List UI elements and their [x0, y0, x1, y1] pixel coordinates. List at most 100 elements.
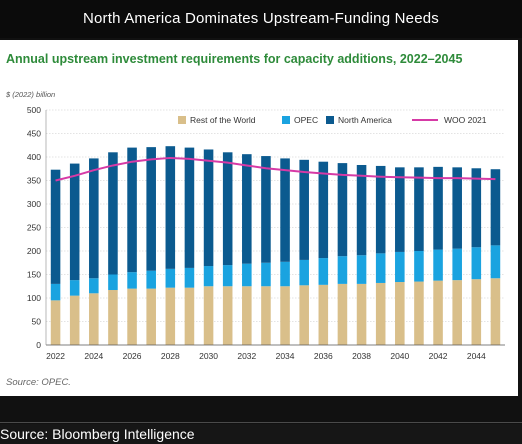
bar-opec	[242, 263, 252, 287]
bar-rest-of-the-world	[395, 282, 405, 345]
bar-rest-of-the-world	[222, 286, 233, 345]
bar-opec	[69, 280, 80, 296]
bar-opec	[50, 283, 61, 301]
bar-north-america	[127, 147, 137, 273]
bar-north-america	[414, 167, 424, 251]
bar-opec	[261, 262, 271, 287]
bar-north-america	[452, 167, 462, 249]
y-tick-label: 50	[32, 317, 42, 327]
chart-title: Annual upstream investment requirements …	[6, 52, 463, 66]
bar-rest-of-the-world	[471, 279, 482, 345]
legend-swatch-rest-of-the-world	[178, 116, 186, 124]
bar-opec	[127, 272, 137, 289]
bar-north-america	[146, 147, 156, 271]
bar-rest-of-the-world	[356, 283, 367, 345]
bar-north-america	[471, 168, 482, 248]
y-tick-label: 250	[27, 223, 41, 233]
bar-opec	[222, 265, 233, 287]
bar-opec	[490, 245, 501, 279]
line-woo-2021	[55, 156, 496, 182]
x-tick-label: 2038	[352, 351, 371, 361]
bar-north-america	[356, 164, 367, 256]
bar-opec	[146, 270, 156, 289]
x-tick-label: 2022	[46, 351, 65, 361]
footer-divider	[0, 422, 522, 423]
x-tick-label: 2032	[237, 351, 256, 361]
bar-north-america	[318, 161, 329, 259]
x-tick-label: 2026	[123, 351, 142, 361]
bar-opec	[318, 258, 329, 285]
x-tick-label: 2028	[161, 351, 180, 361]
bar-north-america	[395, 167, 405, 252]
footer-source: Source: Bloomberg Intelligence	[0, 424, 522, 444]
bar-rest-of-the-world	[433, 280, 443, 345]
x-tick-label: 2042	[429, 351, 448, 361]
bar-rest-of-the-world	[261, 286, 271, 345]
bar-north-america	[337, 163, 348, 257]
bar-opec	[433, 249, 443, 281]
bar-opec	[108, 274, 118, 291]
bar-rest-of-the-world	[337, 283, 348, 345]
bar-rest-of-the-world	[490, 278, 501, 345]
bar-north-america	[108, 152, 118, 275]
bar-rest-of-the-world	[414, 281, 424, 345]
bar-opec	[337, 256, 348, 284]
y-tick-label: 0	[36, 340, 41, 350]
bar-rest-of-the-world	[452, 280, 462, 345]
bar-opec	[280, 261, 290, 287]
bar-opec	[471, 247, 482, 280]
bar-opec	[165, 268, 176, 288]
bar-north-america	[242, 154, 252, 264]
bar-opec	[184, 267, 195, 288]
bar-opec	[414, 251, 424, 282]
y-tick-label: 200	[27, 246, 41, 256]
y-tick-label: 350	[27, 176, 41, 186]
bar-rest-of-the-world	[184, 287, 195, 345]
bar-opec	[356, 255, 367, 284]
y-tick-label: 300	[27, 199, 41, 209]
bar-rest-of-the-world	[127, 288, 137, 345]
legend-swatch-north-america	[326, 116, 334, 124]
bar-north-america	[280, 158, 290, 262]
bar-north-america	[50, 169, 61, 284]
bar-north-america	[165, 146, 176, 269]
bar-rest-of-the-world	[203, 286, 214, 345]
y-tick-label: 400	[27, 152, 41, 162]
x-tick-label: 2024	[84, 351, 103, 361]
y-tick-label: 450	[27, 129, 41, 139]
y-tick-label: 150	[27, 270, 41, 280]
bar-opec	[452, 248, 462, 281]
bar-opec	[395, 251, 405, 283]
bar-rest-of-the-world	[375, 282, 386, 345]
bar-north-america	[433, 166, 443, 250]
bar-rest-of-the-world	[89, 293, 99, 345]
legend-label-opec: OPEC	[294, 115, 318, 125]
legend-swatch-opec	[282, 116, 290, 124]
bar-rest-of-the-world	[299, 285, 309, 345]
bar-opec	[203, 266, 214, 287]
bar-north-america	[89, 158, 99, 279]
bar-north-america	[203, 149, 214, 267]
legend-label-woo-2021: WOO 2021	[444, 115, 487, 125]
y-tick-label: 100	[27, 293, 41, 303]
chart-panel	[0, 40, 518, 396]
bar-rest-of-the-world	[146, 288, 156, 345]
bar-rest-of-the-world	[165, 287, 176, 345]
bar-north-america	[222, 152, 233, 266]
chart-source-note: Source: OPEC.	[6, 377, 71, 388]
y-tick-label: 500	[27, 105, 41, 115]
x-tick-label: 2044	[467, 351, 486, 361]
bar-opec	[89, 278, 99, 294]
bar-north-america	[299, 159, 309, 260]
bar-north-america	[261, 156, 271, 263]
x-tick-label: 2034	[276, 351, 295, 361]
bar-north-america	[490, 169, 501, 246]
bar-rest-of-the-world	[318, 284, 329, 345]
bar-opec	[375, 253, 386, 283]
bar-north-america	[69, 163, 80, 281]
bar-rest-of-the-world	[280, 286, 290, 345]
y-axis-label: $ (2022) billion	[5, 90, 55, 99]
x-tick-label: 2036	[314, 351, 333, 361]
